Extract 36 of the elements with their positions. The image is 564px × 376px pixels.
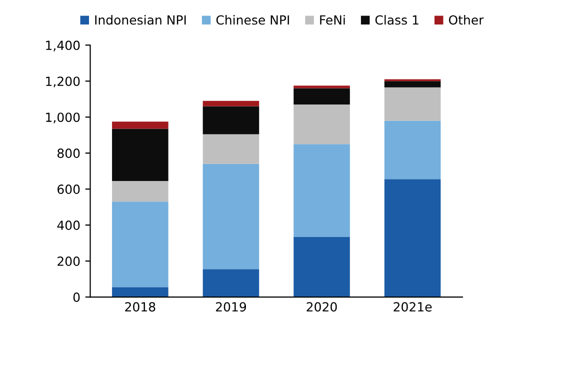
- bar: [294, 104, 350, 144]
- y-tick-label: 1,200: [46, 76, 80, 88]
- y-tick-label: 200: [58, 256, 80, 266]
- legend-label: FeNi: [320, 15, 345, 25]
- bar: [202, 106, 260, 134]
- legend-label: Other: [448, 15, 484, 25]
- bar: [202, 100, 260, 106]
- y-tick-label: 1,400: [46, 40, 80, 52]
- bar: [112, 122, 168, 129]
- bar: [112, 180, 168, 202]
- y-tick-label: 0: [73, 292, 80, 302]
- bar: [112, 287, 168, 298]
- bar: [384, 179, 441, 298]
- legend-label: Class 1: [375, 15, 418, 25]
- bar: [202, 164, 260, 270]
- bar: [294, 144, 350, 237]
- y-tick-label: 1,000: [46, 112, 80, 124]
- bar: [294, 236, 350, 298]
- bar: [112, 128, 168, 181]
- y-tick-label: 400: [57, 220, 80, 230]
- y-tick-label: 800: [58, 148, 80, 158]
- bar: [384, 87, 441, 121]
- bar: [202, 269, 260, 298]
- bar: [384, 81, 441, 88]
- bar: [202, 134, 260, 164]
- x-tick-label: 2021e: [394, 302, 432, 312]
- legend-label: Chinese NPI: [216, 15, 289, 25]
- x-tick-label: 2019: [216, 302, 246, 312]
- bar: [294, 88, 350, 104]
- legend-label: Indonesian NPI: [95, 15, 186, 25]
- y-tick-label: 600: [58, 184, 80, 194]
- x-tick-label: 2020: [306, 302, 337, 312]
- x-tick-label: 2018: [125, 302, 156, 312]
- bar: [384, 120, 441, 180]
- bar: [112, 202, 168, 288]
- bar: [294, 86, 350, 88]
